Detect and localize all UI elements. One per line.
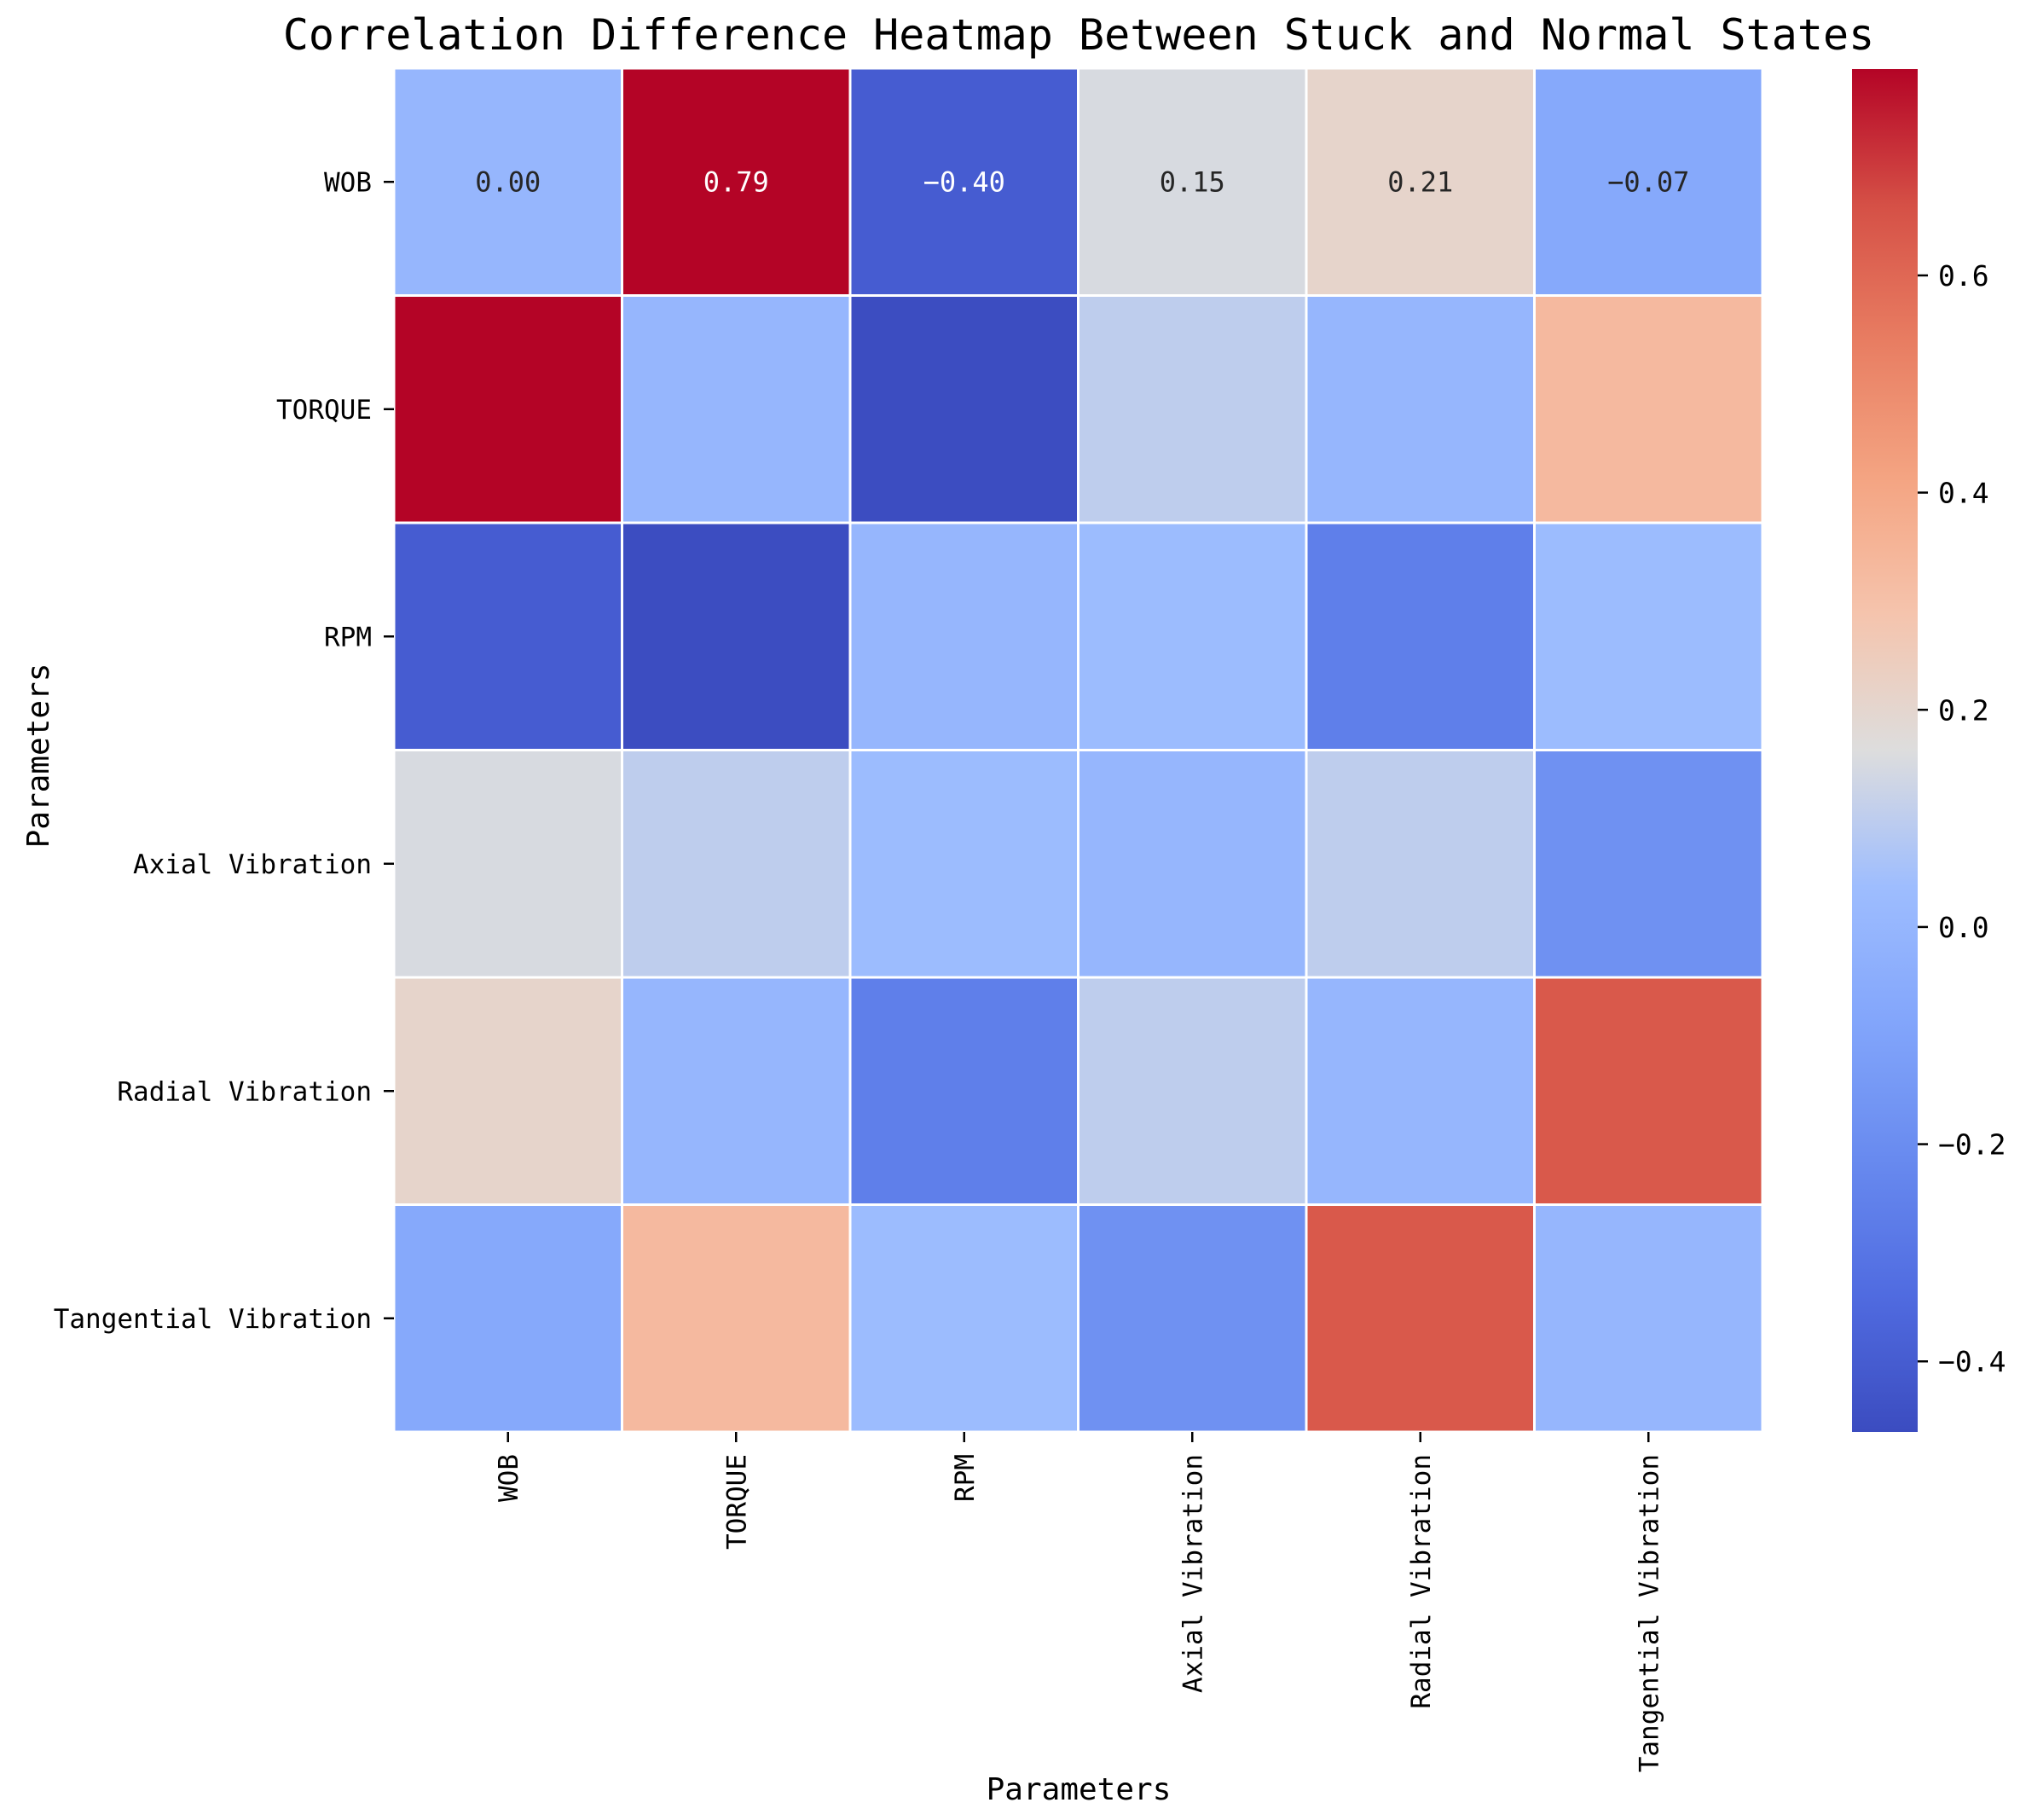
x-axis-label: Parameters xyxy=(987,1772,1172,1807)
colorbar: −0.4 −0.2 0.0 0.2 0.4 0.6 xyxy=(1852,69,2006,1432)
heatmap-cell-tangential-vibration-rpm xyxy=(848,1203,1079,1434)
x-tick-label-torque: TORQUE xyxy=(721,1454,752,1550)
heatmap-cell-torque-axial-vibration xyxy=(1077,294,1308,525)
colorbar-tick-label: 0.0 xyxy=(1938,911,1989,944)
heatmap-cell-rpm-radial-vibration xyxy=(1305,521,1536,751)
heatmap-cell-tangential-vibration-torque xyxy=(621,1203,852,1434)
y-axis-label: Parameters xyxy=(21,664,56,849)
heatmap-cell-rpm-axial-vibration xyxy=(1077,521,1308,751)
heatmap-cell-axial-vibration-axial-vibration xyxy=(1077,749,1308,979)
colorbar-tick-label: −0.2 xyxy=(1938,1128,2006,1162)
heatmap-cells xyxy=(392,67,1764,1434)
heatmap-cell-torque-radial-vibration xyxy=(1305,294,1536,525)
heatmap-cell-rpm-torque xyxy=(621,521,852,751)
heatmap-cell-radial-vibration-torque xyxy=(621,976,852,1206)
heatmap-cell-rpm-tangential-vibration xyxy=(1533,521,1764,751)
heatmap-cell-wob-radial-vibration xyxy=(1305,67,1536,297)
x-tick-label-axial-vibration: Axial Vibration xyxy=(1178,1454,1208,1693)
x-tick-label-radial-vibration: Radial Vibration xyxy=(1406,1454,1437,1709)
colorbar-tick-label: −0.4 xyxy=(1938,1345,2006,1378)
cell-label-wob-rpm: −0.40 xyxy=(923,165,1005,198)
heatmap-cell-wob-tangential-vibration xyxy=(1533,67,1764,297)
heatmap-cell-tangential-vibration-tangential-vibration xyxy=(1533,1203,1764,1434)
y-tick-label-wob: WOB xyxy=(324,167,372,198)
heatmap-cell-torque-torque xyxy=(621,294,852,525)
heatmap-cell-torque-rpm xyxy=(848,294,1079,525)
heatmap-cell-wob-wob xyxy=(392,67,623,297)
x-tick-label-tangential-vibration: Tangential Vibration xyxy=(1634,1454,1664,1772)
heatmap-cell-radial-vibration-rpm xyxy=(848,976,1079,1206)
heatmap-cell-axial-vibration-rpm xyxy=(848,749,1079,979)
x-tick-label-wob: WOB xyxy=(494,1454,524,1502)
y-tick-label-torque: TORQUE xyxy=(276,395,372,426)
heatmap-cell-wob-axial-vibration xyxy=(1077,67,1308,297)
chart-title: Correlation Difference Heatmap Between S… xyxy=(283,10,1874,60)
y-tick-label-axial-vibration: Axial Vibration xyxy=(133,849,372,880)
y-tick-label-rpm: RPM xyxy=(324,622,372,652)
heatmap-cell-rpm-wob xyxy=(392,521,623,751)
heatmap-cell-axial-vibration-wob xyxy=(392,749,623,979)
heatmap-cell-torque-tangential-vibration xyxy=(1533,294,1764,525)
heatmap-cell-rpm-rpm xyxy=(848,521,1079,751)
colorbar-gradient xyxy=(1852,69,1918,1432)
x-tick-label-rpm: RPM xyxy=(950,1454,981,1502)
heatmap-cell-wob-torque xyxy=(621,67,852,297)
y-tick-label-radial-vibration: Radial Vibration xyxy=(117,1076,372,1107)
y-axis-ticks: WOB TORQUE RPM Axial Vibration Radial Vibrat… xyxy=(54,167,394,1335)
heatmap-cell-axial-vibration-radial-vibration xyxy=(1305,749,1536,979)
cell-label-wob-wob: 0.00 xyxy=(475,165,541,198)
heatmap-cell-tangential-vibration-axial-vibration xyxy=(1077,1203,1308,1434)
heatmap-cell-radial-vibration-tangential-vibration xyxy=(1533,976,1764,1206)
cell-label-wob-axial-vibration: 0.15 xyxy=(1160,165,1225,198)
heatmap-cell-radial-vibration-axial-vibration xyxy=(1077,976,1308,1206)
x-axis-ticks: WOB TORQUE RPM Axial Vibration Radial Vibrat… xyxy=(494,1432,1664,1772)
heatmap-cell-axial-vibration-torque xyxy=(621,749,852,979)
heatmap-cell-tangential-vibration-radial-vibration xyxy=(1305,1203,1536,1434)
y-tick-label-tangential-vibration: Tangential Vibration xyxy=(54,1304,372,1335)
colorbar-tick-label: 0.6 xyxy=(1938,259,1989,293)
cell-label-wob-tangential-vibration: −0.07 xyxy=(1607,165,1689,198)
heatmap-cell-tangential-vibration-wob xyxy=(392,1203,623,1434)
heatmap-cell-axial-vibration-tangential-vibration xyxy=(1533,749,1764,979)
heatmap-cell-torque-wob xyxy=(392,294,623,525)
colorbar-tick-label: 0.2 xyxy=(1938,693,1989,727)
heatmap-cell-labels: 0.00 0.79 −0.40 0.15 0.21 −0.07 xyxy=(475,165,1689,198)
heatmap-cell-radial-vibration-wob xyxy=(392,976,623,1206)
heatmap-cell-radial-vibration-radial-vibration xyxy=(1305,976,1536,1206)
cell-label-wob-torque: 0.79 xyxy=(703,165,769,198)
heatmap-cell-wob-rpm xyxy=(848,67,1079,297)
cell-label-wob-radial-vibration: 0.21 xyxy=(1387,165,1453,198)
colorbar-tick-label: 0.4 xyxy=(1938,477,1989,510)
